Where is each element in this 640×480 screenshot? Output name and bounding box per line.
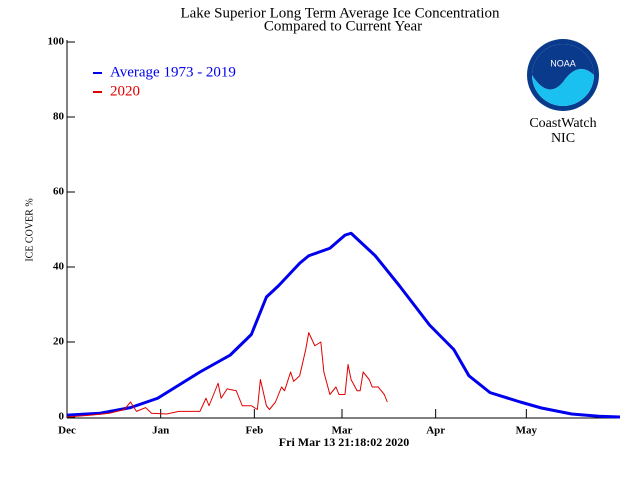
logo-text: NOAA [550,58,576,68]
y-tick-label: 100 [48,36,65,48]
x-tick-label: May [516,425,538,437]
y-tick-label: 40 [53,261,65,273]
x-tick-label: Apr [426,425,445,437]
x-tick-label: Mar [332,425,353,437]
x-tick-label: Feb [245,425,263,437]
logo-sky [532,44,594,90]
x-tick-label: Jan [152,425,169,437]
y-tick-label: 0 [59,411,65,423]
y-tick-label: 80 [53,111,65,123]
credit: CoastWatch [529,116,596,131]
y-axis-label: ICE COVER % [24,198,35,261]
credit: NIC [551,131,575,146]
chart-title: Lake Superior Long Term Average Ice Conc… [180,5,500,21]
chart-subtitle: Compared to Current Year [264,18,422,34]
y-tick-label: 20 [53,336,65,348]
legend-label: 2020 [110,83,140,99]
y-tick-label: 60 [53,186,65,198]
noaa-logo: NOAA [527,39,599,111]
series-line [66,332,388,418]
timestamp: Fri Mar 13 21:18:02 2020 [279,435,409,449]
logo-sea [532,68,594,106]
legend-label: Average 1973 - 2019 [110,64,236,80]
series-line [66,231,621,419]
x-tick-label: Dec [58,425,76,437]
